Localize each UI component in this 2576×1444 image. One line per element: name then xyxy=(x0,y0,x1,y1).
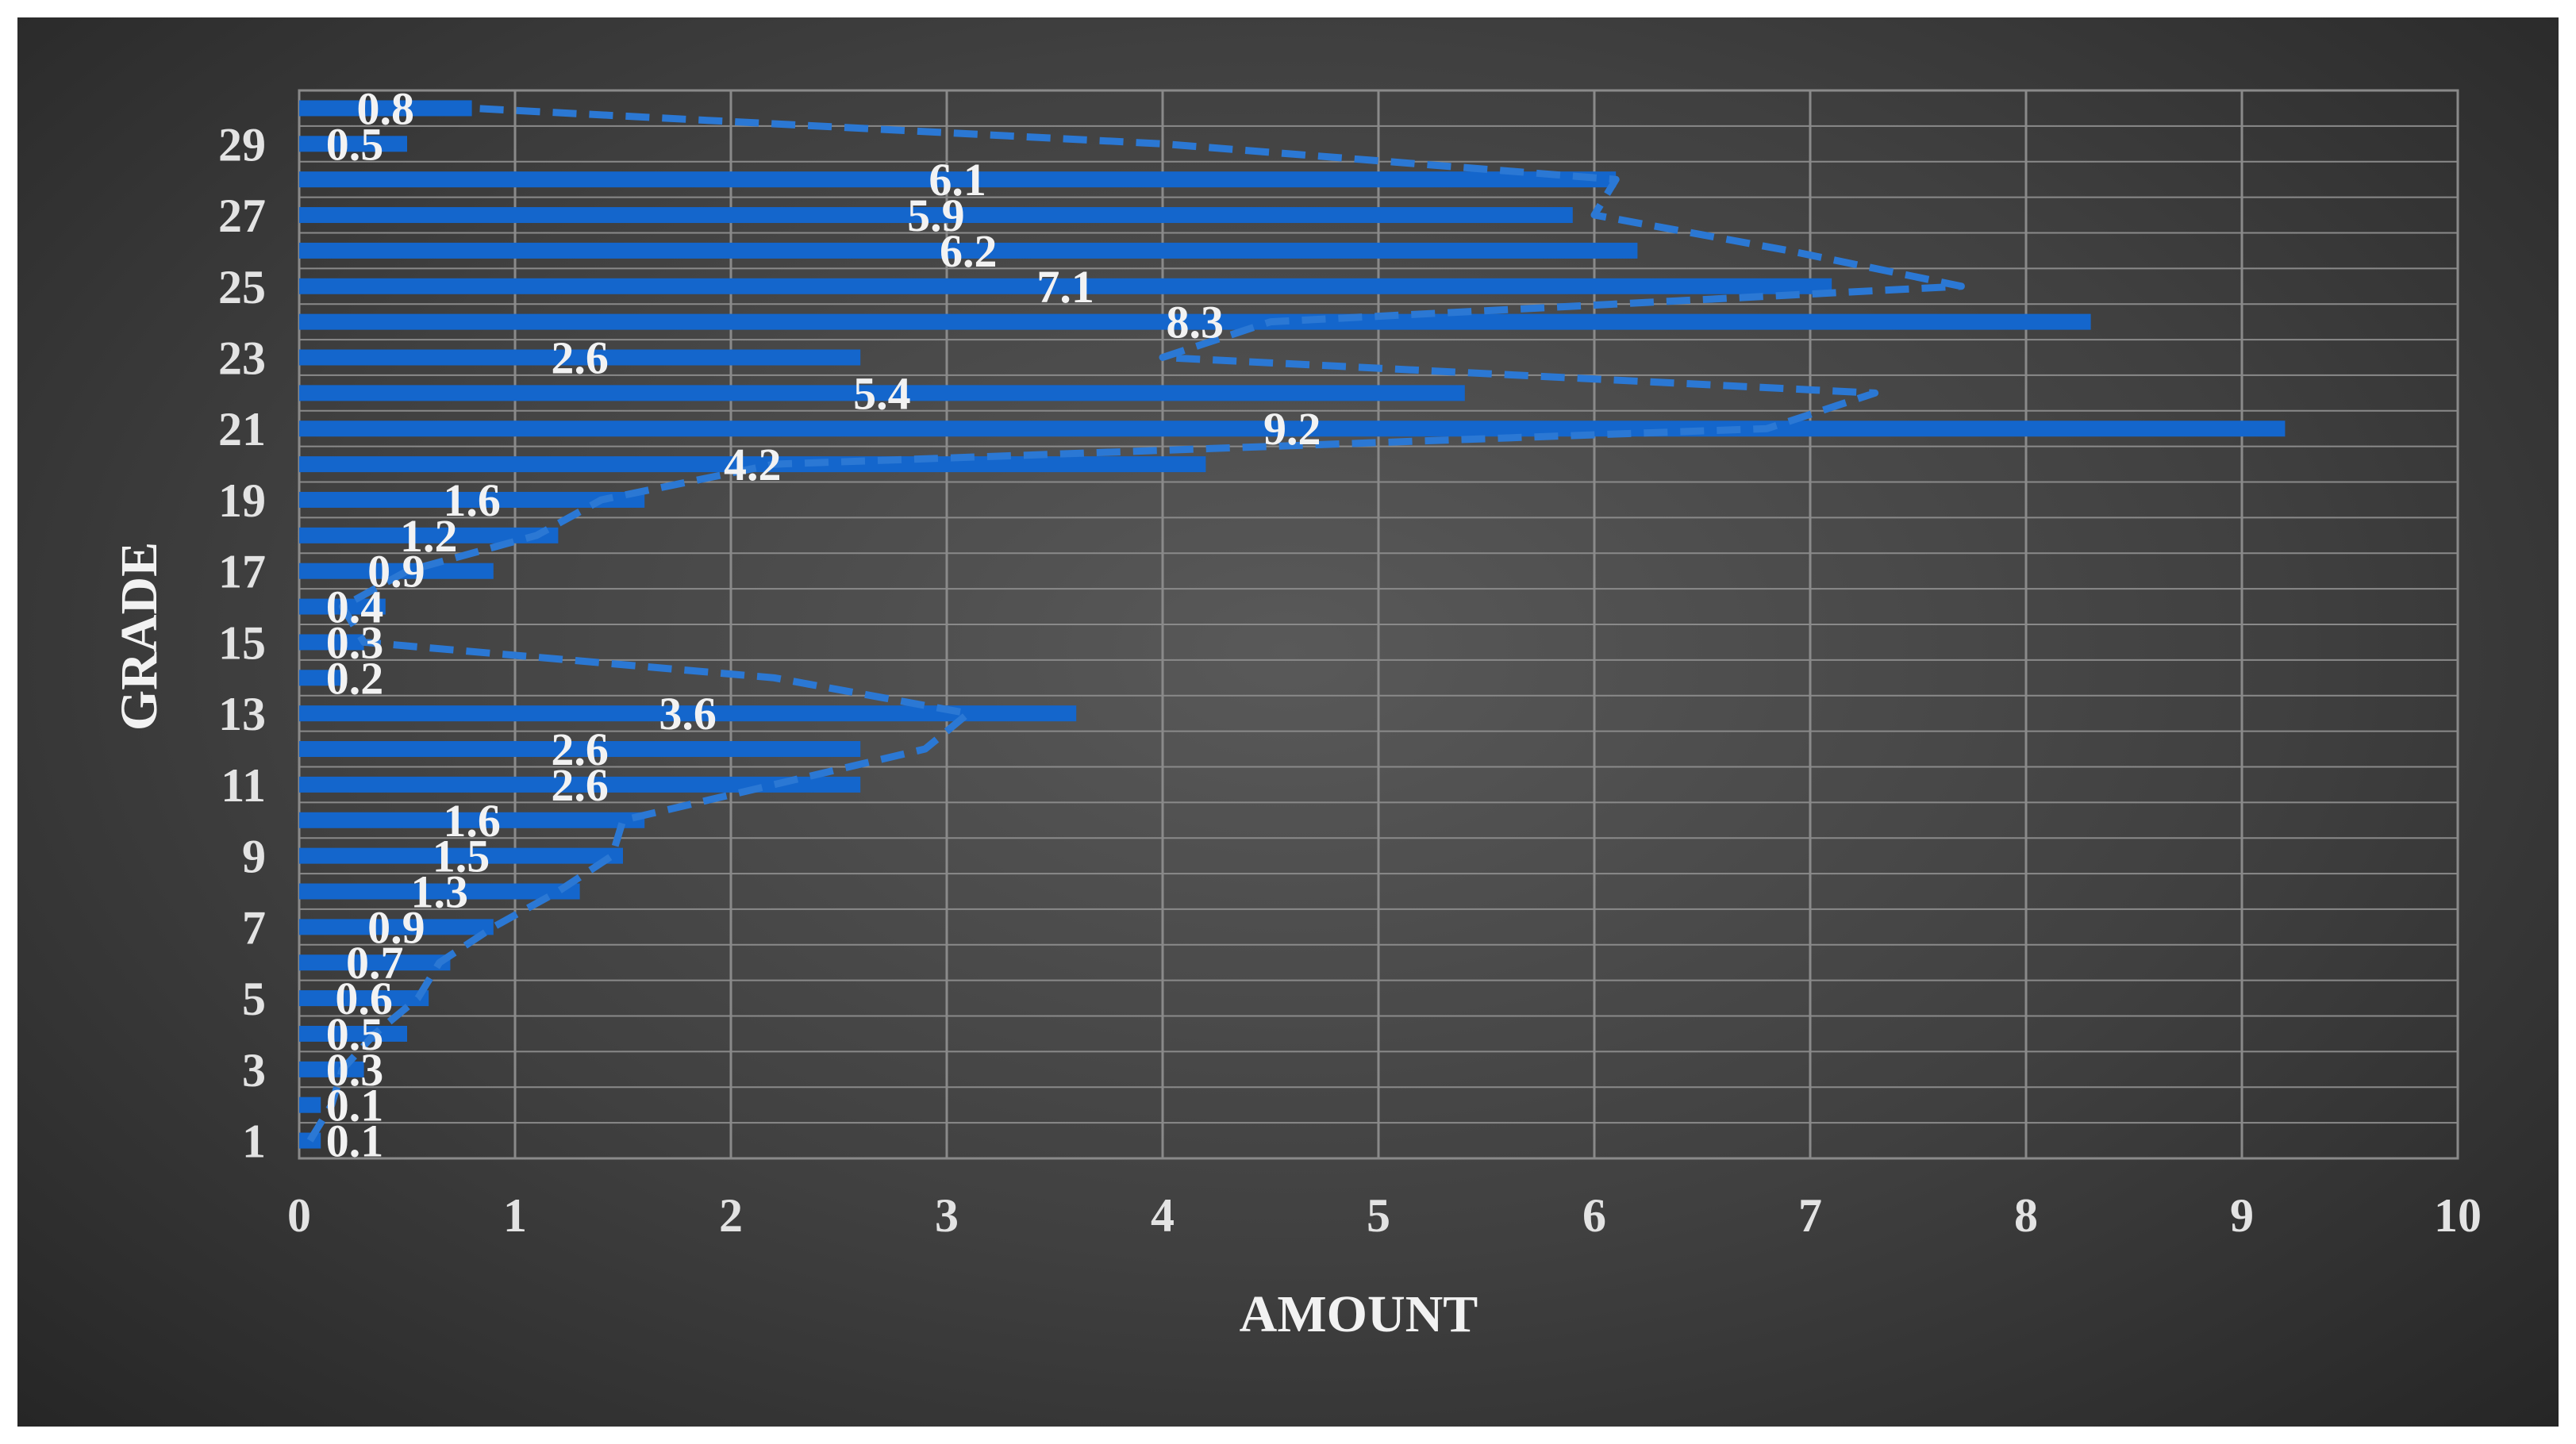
bar xyxy=(299,812,645,828)
bar xyxy=(299,207,1573,224)
x-tick-label: 10 xyxy=(2434,1189,2482,1242)
data-label: 0.4 xyxy=(326,582,384,633)
bar xyxy=(299,883,580,900)
bar xyxy=(299,313,2091,330)
bar xyxy=(299,349,861,366)
data-label: 0.5 xyxy=(326,1008,384,1060)
data-label: 2.6 xyxy=(551,332,609,384)
y-tick-label: 5 xyxy=(242,973,266,1025)
data-label: 7.1 xyxy=(1036,261,1094,313)
bar xyxy=(299,491,645,508)
bar xyxy=(299,634,364,651)
data-label: 0.7 xyxy=(346,937,404,989)
y-tick-label: 9 xyxy=(242,831,266,883)
data-label: 0.5 xyxy=(326,118,384,170)
data-label: 4.2 xyxy=(724,439,782,490)
bar xyxy=(299,136,407,152)
data-label: 1.6 xyxy=(443,474,501,526)
bar xyxy=(299,100,472,117)
bar xyxy=(299,242,1638,259)
y-tick-label: 21 xyxy=(218,403,266,455)
bar xyxy=(299,776,861,793)
data-label: 8.3 xyxy=(1167,297,1225,348)
data-label: 0.9 xyxy=(367,901,425,953)
bar-chart: 0.10.10.30.50.60.70.91.31.51.62.62.63.60… xyxy=(110,83,2482,1343)
x-tick-label: 6 xyxy=(1582,1189,1606,1242)
x-tick-label: 5 xyxy=(1367,1189,1390,1242)
bar xyxy=(299,421,2286,437)
bar xyxy=(299,1096,321,1113)
bar xyxy=(299,385,1465,401)
data-label: 0.1 xyxy=(326,1116,384,1167)
y-tick-label: 3 xyxy=(242,1044,266,1096)
data-label: 1.6 xyxy=(443,795,501,847)
y-tick-label: 25 xyxy=(218,261,266,313)
x-tick-label: 9 xyxy=(2230,1189,2254,1242)
data-label: 9.2 xyxy=(1263,403,1321,455)
y-tick-label: 17 xyxy=(218,546,266,598)
data-label: 0.1 xyxy=(326,1080,384,1131)
bar xyxy=(299,563,494,579)
data-label: 0.9 xyxy=(367,546,425,597)
data-label: 0.3 xyxy=(326,616,384,668)
data-label: 1.2 xyxy=(400,510,458,562)
y-tick-label: 27 xyxy=(218,190,266,242)
data-label: 6.1 xyxy=(929,154,986,205)
data-label-layer: 0.10.10.30.50.60.70.91.31.51.62.62.63.60… xyxy=(326,83,1321,1166)
y-tick-label: 15 xyxy=(218,616,266,669)
trendline xyxy=(306,104,1965,1143)
y-tick-label: 13 xyxy=(218,688,266,740)
data-label: 0.2 xyxy=(326,652,384,704)
data-label: 5.4 xyxy=(853,367,911,419)
data-label: 6.2 xyxy=(940,225,998,277)
x-tick-label: 7 xyxy=(1798,1189,1822,1242)
x-tick-label: 2 xyxy=(719,1189,743,1242)
y-tick-label: 29 xyxy=(218,118,266,171)
y-tick-label: 1 xyxy=(242,1116,266,1168)
data-label: 1.3 xyxy=(411,866,469,918)
bar-layer xyxy=(299,100,2286,1149)
y-tick-label: 23 xyxy=(218,332,266,385)
trendline-layer xyxy=(306,104,1965,1143)
bar xyxy=(299,278,1832,294)
bar xyxy=(299,527,559,543)
y-tick-label: 7 xyxy=(242,901,266,954)
y-tick-label: 11 xyxy=(221,759,266,812)
data-label: 1.5 xyxy=(433,831,490,882)
bar xyxy=(299,1025,407,1042)
x-tick-label: 3 xyxy=(935,1189,959,1242)
data-label: 0.6 xyxy=(335,973,393,1024)
bar xyxy=(299,954,451,971)
bar xyxy=(299,990,429,1007)
data-label: 3.6 xyxy=(659,688,717,739)
chart-frame: 0.1 0.1 0.3 0.5 0.6 0.7 0.9 1.3 1.5 1.6 2.6 2.6 3.6 0… xyxy=(17,17,2559,1427)
bar xyxy=(299,705,1077,722)
bar xyxy=(299,741,861,758)
data-label: 0.3 xyxy=(326,1044,384,1096)
x-tick-label: 4 xyxy=(1151,1189,1175,1242)
bar xyxy=(299,670,343,686)
x-tick-label: 8 xyxy=(2014,1189,2038,1242)
grid-layer xyxy=(298,89,2459,1160)
bar xyxy=(299,456,1206,473)
bar xyxy=(299,919,494,935)
x-tick-label: 0 xyxy=(287,1189,311,1242)
data-label: 5.9 xyxy=(907,190,965,241)
y-tick-label: 19 xyxy=(218,474,266,527)
data-label: 0.8 xyxy=(357,83,415,134)
data-label: 2.6 xyxy=(551,724,609,775)
bar xyxy=(299,171,1617,188)
x-axis-title: AMOUNT xyxy=(1240,1285,1478,1343)
data-label: 2.6 xyxy=(551,759,609,811)
y-axis-title: GRADE xyxy=(110,542,168,731)
bar xyxy=(299,847,623,864)
x-tick-label: 1 xyxy=(503,1189,527,1242)
